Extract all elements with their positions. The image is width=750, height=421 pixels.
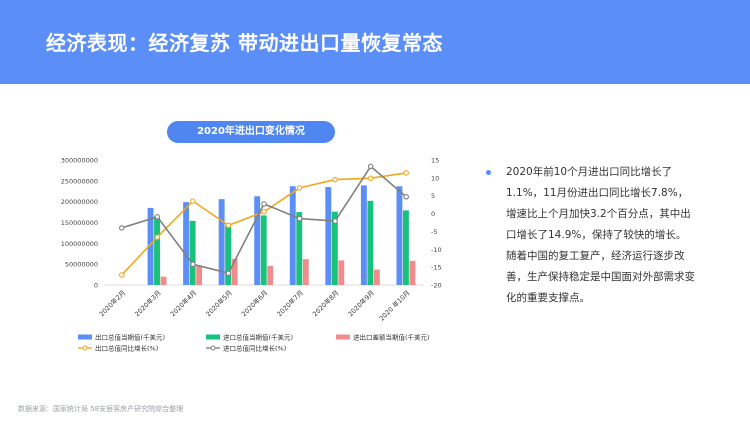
legend-balance-bar: 进出口差额当期值(千美元) bbox=[353, 333, 430, 342]
legend-balance-bar-swatch bbox=[336, 334, 350, 340]
bar-balance bbox=[231, 258, 238, 285]
bar-export bbox=[396, 186, 403, 285]
point-import-yoy bbox=[403, 194, 409, 200]
header-banner: 经济表现：经济复苏 带动进出口量恢复常态 bbox=[0, 0, 750, 84]
x-tick-label: 2020年5月 bbox=[204, 288, 234, 318]
bar-balance bbox=[267, 265, 274, 285]
legend-import-yoy-marker bbox=[210, 345, 216, 351]
x-tick-label: 2020年3月 bbox=[133, 288, 163, 318]
left-tick-label: 250000000 bbox=[61, 177, 98, 185]
bar-export bbox=[325, 187, 332, 285]
x-tick-label: 2020年8月 bbox=[310, 288, 340, 318]
bar-export bbox=[147, 207, 154, 285]
point-import-yoy bbox=[190, 261, 196, 268]
left-tick-label: 200000000 bbox=[61, 198, 98, 206]
right-tick-label: -15 bbox=[431, 264, 442, 272]
legend-export-bar: 出口总值当期值(千美元) bbox=[95, 333, 165, 342]
bullet-dot bbox=[486, 170, 491, 175]
left-tick-label: 300000000 bbox=[61, 157, 98, 165]
point-export-yoy bbox=[367, 175, 374, 181]
bar-import bbox=[260, 215, 267, 285]
point-export-yoy bbox=[332, 176, 338, 183]
right-tick-label: -10 bbox=[431, 246, 442, 254]
right-tick-label: 15 bbox=[431, 157, 439, 165]
point-import-yoy bbox=[332, 218, 338, 224]
point-import-yoy bbox=[225, 270, 232, 276]
point-export-yoy bbox=[190, 198, 196, 204]
bar-import bbox=[154, 216, 160, 285]
bullet-text: 2020年前10个月进出口同比增长了1.1%，11月份进出口同比增长7.8%，增… bbox=[506, 166, 695, 304]
legend-import-bar-swatch bbox=[206, 334, 220, 340]
bar-export bbox=[218, 199, 225, 285]
bar-import bbox=[189, 220, 196, 285]
point-import-yoy bbox=[154, 214, 161, 220]
point-import-yoy bbox=[261, 201, 267, 207]
point-export-yoy bbox=[296, 185, 303, 191]
bar-import bbox=[367, 200, 374, 285]
bar-balance bbox=[373, 269, 380, 285]
right-tick-label: 10 bbox=[431, 174, 439, 182]
bar-import bbox=[331, 211, 338, 285]
bar-balance bbox=[160, 276, 167, 285]
legend-import-bar: 进口总值当期值(千美元) bbox=[223, 333, 293, 342]
right-tick-label: -5 bbox=[431, 228, 437, 236]
x-tick-label: 2020年2月 bbox=[97, 288, 127, 318]
point-export-yoy bbox=[403, 170, 409, 176]
right-tick-label: -20 bbox=[431, 282, 442, 290]
point-import-yoy bbox=[367, 163, 374, 170]
x-tick-label: 2020年9月 bbox=[346, 288, 376, 318]
bar-import bbox=[296, 212, 303, 285]
data-source: 数据来源：国家统计局 58安居客房产研究院综合整理 bbox=[18, 405, 184, 413]
x-tick-label: 2020年6月 bbox=[239, 288, 269, 318]
legend-import-yoy: 进口总值同比增长(%) bbox=[223, 344, 286, 353]
bar-export bbox=[360, 185, 367, 285]
bar-export bbox=[254, 196, 261, 285]
page-title: 经济表现：经济复苏 带动进出口量恢复常态 bbox=[46, 31, 443, 55]
bar-export bbox=[183, 202, 190, 285]
right-tick-label: 5 bbox=[431, 192, 435, 200]
bar-balance bbox=[409, 260, 416, 285]
x-tick-label: 2020年7月 bbox=[275, 288, 305, 318]
bar-import bbox=[225, 225, 232, 285]
left-tick-label: 150000000 bbox=[61, 219, 98, 227]
x-tick-label: 2020 年10月 bbox=[377, 288, 412, 323]
bar-balance bbox=[196, 266, 203, 285]
point-import-yoy bbox=[119, 225, 125, 231]
legend-export-yoy-marker bbox=[82, 345, 88, 351]
point-export-yoy bbox=[225, 222, 232, 229]
point-export-yoy bbox=[119, 272, 125, 278]
bar-import bbox=[402, 210, 409, 285]
left-tick-label: 100000000 bbox=[61, 240, 98, 248]
x-tick-label: 2020年4月 bbox=[168, 288, 198, 318]
bar-export bbox=[289, 186, 296, 285]
legend-export-bar-swatch bbox=[78, 334, 92, 340]
point-export-yoy bbox=[261, 209, 267, 215]
right-tick-label: 0 bbox=[431, 210, 435, 218]
point-import-yoy bbox=[296, 215, 303, 222]
legend-export-yoy: 出口总值同比增长(%) bbox=[95, 344, 158, 353]
chart-title: 2020年进出口变化情况 bbox=[167, 121, 335, 143]
left-tick-label: 0 bbox=[94, 282, 98, 290]
point-export-yoy bbox=[154, 234, 161, 240]
left-tick-label: 50000000 bbox=[65, 261, 98, 269]
bar-balance bbox=[338, 260, 345, 285]
bar-balance bbox=[302, 259, 309, 285]
